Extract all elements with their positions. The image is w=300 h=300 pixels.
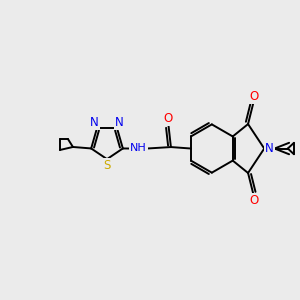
Text: N: N (115, 116, 124, 129)
Text: N: N (90, 116, 99, 129)
Text: O: O (163, 112, 172, 125)
Text: NH: NH (130, 143, 147, 153)
Text: O: O (249, 194, 259, 207)
Text: S: S (103, 159, 111, 172)
Text: N: N (265, 142, 274, 155)
Text: O: O (249, 90, 259, 103)
